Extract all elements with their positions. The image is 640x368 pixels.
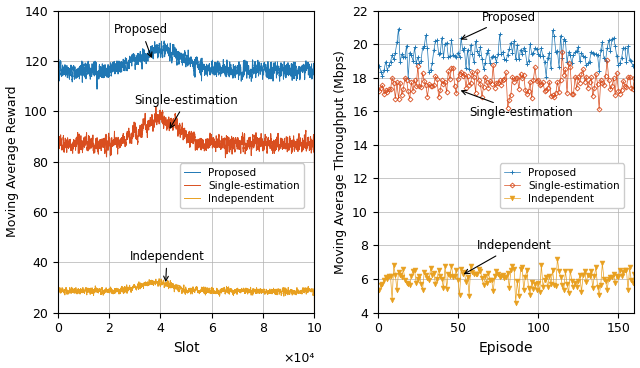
Text: Proposed: Proposed — [114, 23, 168, 57]
X-axis label: Episode: Episode — [479, 341, 533, 355]
Single-estimation — [246, 142, 253, 146]
Proposed — [395, 26, 403, 31]
Legend: Proposed, Single-estimation, Independent: Proposed, Single-estimation, Independent — [180, 163, 304, 208]
Proposed — [100, 73, 108, 78]
Independent — [542, 275, 550, 279]
Proposed — [208, 65, 216, 69]
Independent — [518, 264, 526, 269]
Independent — [588, 269, 595, 273]
Independent — [208, 287, 216, 291]
Independent — [427, 266, 435, 270]
Single-estimation — [310, 225, 318, 230]
Proposed — [588, 49, 595, 54]
Single-estimation — [427, 84, 435, 88]
Single-estimation — [447, 66, 455, 70]
Text: Independent: Independent — [130, 250, 204, 281]
Line: Single-estimation: Single-estimation — [58, 107, 314, 252]
Proposed — [376, 64, 383, 68]
Proposed — [404, 76, 412, 80]
Y-axis label: Moving Average Throughput (Mbps): Moving Average Throughput (Mbps) — [333, 50, 346, 273]
Single-estimation — [586, 80, 593, 85]
Text: Single-estimation: Single-estimation — [135, 94, 239, 128]
Single-estimation — [265, 142, 273, 146]
Single-estimation — [100, 141, 108, 145]
Y-axis label: Moving Average Reward: Moving Average Reward — [6, 86, 19, 237]
Single-estimation — [208, 140, 216, 145]
Single-estimation — [221, 136, 228, 140]
Proposed — [160, 39, 168, 43]
Text: Single-estimation: Single-estimation — [461, 90, 573, 119]
Proposed — [630, 62, 638, 66]
Text: ×10⁴: ×10⁴ — [283, 352, 314, 365]
Independent — [554, 256, 561, 261]
Proposed — [221, 69, 228, 74]
Line: Proposed: Proposed — [58, 41, 314, 219]
Single-estimation — [152, 105, 160, 109]
Independent — [310, 315, 318, 319]
Single-estimation — [558, 49, 566, 54]
Single-estimation — [54, 250, 61, 254]
X-axis label: Slot: Slot — [173, 341, 200, 355]
Independent — [221, 288, 228, 292]
Independent — [100, 291, 108, 295]
Text: Independent: Independent — [465, 239, 552, 274]
Proposed — [54, 217, 61, 221]
Proposed — [544, 55, 552, 60]
Proposed — [520, 46, 527, 50]
Independent — [265, 290, 273, 294]
Independent — [54, 325, 61, 329]
Proposed — [621, 46, 628, 50]
Proposed — [430, 48, 438, 52]
Independent — [246, 288, 253, 293]
Line: Single-estimation: Single-estimation — [378, 50, 636, 111]
Independent — [630, 272, 638, 277]
Line: Independent: Independent — [377, 256, 637, 305]
Single-estimation — [541, 89, 548, 93]
Proposed — [152, 51, 159, 55]
Independent — [152, 277, 159, 282]
Text: Proposed: Proposed — [461, 11, 536, 39]
Independent — [621, 267, 628, 272]
Proposed — [265, 74, 273, 79]
Single-estimation — [516, 71, 524, 76]
Independent — [376, 288, 383, 293]
Proposed — [451, 54, 458, 58]
Independent — [512, 301, 520, 305]
Line: Independent: Independent — [58, 279, 314, 327]
Independent — [447, 264, 455, 268]
Line: Proposed: Proposed — [377, 26, 637, 81]
Single-estimation — [595, 107, 603, 112]
Proposed — [310, 185, 318, 190]
Single-estimation — [630, 76, 638, 81]
Single-estimation — [621, 84, 628, 88]
Single-estimation — [376, 89, 383, 93]
Single-estimation — [152, 110, 159, 114]
Independent — [156, 276, 163, 281]
Proposed — [246, 76, 253, 80]
Legend: Proposed, Single-estimation, Independent: Proposed, Single-estimation, Independent — [500, 163, 624, 208]
